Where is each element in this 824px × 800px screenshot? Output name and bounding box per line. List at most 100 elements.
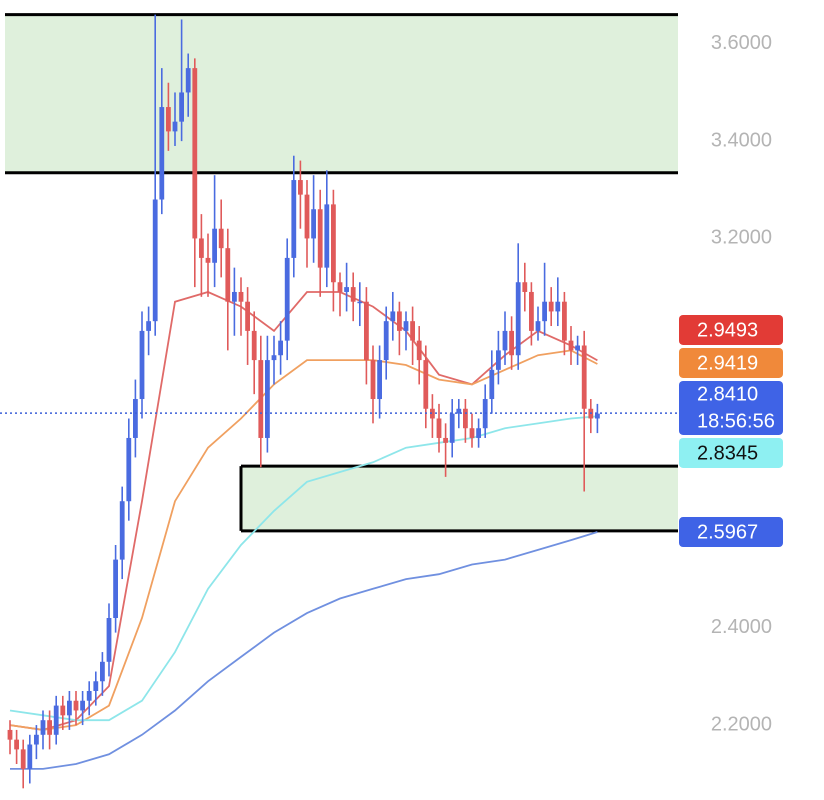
candle-body	[271, 355, 277, 361]
candle-body	[476, 428, 481, 438]
price-label: 2.8345	[679, 437, 783, 468]
candle-body	[548, 301, 554, 312]
candle-body	[119, 501, 125, 560]
y-tick-label: 2.2000	[711, 713, 772, 735]
candle-body	[20, 749, 26, 769]
candle-body	[53, 705, 59, 735]
candle-body	[199, 238, 204, 258]
candle-body	[34, 734, 39, 745]
candle-body	[298, 180, 303, 195]
candle-body	[113, 559, 118, 619]
price-label: 2.5967	[679, 517, 783, 548]
candle-body	[218, 228, 224, 249]
zone	[5, 14, 678, 173]
candle-body	[265, 360, 270, 438]
candle-body	[456, 408, 462, 414]
countdown-text: 18:56:56	[697, 410, 775, 432]
candle-body	[166, 107, 171, 132]
candle-body	[324, 204, 330, 268]
candle-body	[449, 413, 455, 443]
candle-body	[133, 399, 138, 438]
price-label-box	[679, 347, 783, 378]
candle-body	[179, 92, 184, 122]
candle-body	[416, 340, 422, 361]
candle-body	[489, 369, 495, 400]
y-tick-label: 2.4000	[711, 616, 772, 638]
candle-body	[185, 68, 191, 93]
candle-body	[562, 301, 567, 341]
candle-body	[258, 360, 264, 438]
candle-body	[139, 330, 145, 400]
price-label: 2.8410 18:56:56	[679, 380, 783, 435]
price-label: 2.9493	[679, 314, 783, 345]
candle-body	[14, 739, 19, 750]
candle-body	[443, 437, 448, 443]
candle-body	[568, 340, 574, 351]
candle-body	[364, 301, 369, 361]
candle-body	[126, 437, 132, 502]
y-tick-label: 3.2000	[711, 227, 772, 249]
candle-body	[370, 360, 376, 400]
price-label-box	[679, 314, 783, 345]
price-label-box	[679, 437, 783, 468]
candle-body	[317, 209, 323, 268]
candle-body	[423, 360, 429, 409]
candle-body	[304, 194, 310, 239]
candle-body	[146, 321, 151, 331]
price-label-text: 2.8410	[697, 383, 758, 405]
moving-average	[9, 415, 598, 722]
zone	[241, 466, 678, 531]
y-tick-label: 3.4000	[711, 129, 772, 151]
candle-body	[311, 209, 316, 239]
candle-body	[595, 413, 600, 419]
candle-body	[555, 301, 561, 312]
candle-body	[581, 345, 587, 409]
candle-body	[509, 330, 514, 356]
price-label-text: 2.9419	[697, 352, 758, 374]
candle-body	[522, 282, 528, 292]
candle-body	[100, 661, 105, 682]
price-label-text: 2.5967	[697, 521, 758, 543]
candle-body	[152, 199, 158, 322]
candle-body	[225, 248, 231, 302]
candle-body	[27, 744, 33, 769]
candle-body	[436, 418, 442, 438]
moving-average	[10, 531, 598, 770]
price-label-text: 2.9493	[697, 319, 758, 341]
price-label-text: 2.8345	[697, 442, 758, 464]
price-label-box	[679, 380, 783, 435]
price-label-box	[679, 517, 783, 548]
candle-body	[67, 700, 72, 716]
moving-average	[9, 349, 598, 731]
candle-body	[238, 291, 244, 302]
candle-body	[291, 180, 297, 258]
candle-body	[284, 257, 290, 341]
candle-body	[106, 618, 112, 662]
candle-body	[212, 228, 217, 263]
candle-body	[86, 690, 92, 701]
candle-body	[337, 282, 343, 292]
price-label: 2.9419	[679, 347, 783, 378]
candle-body	[403, 321, 409, 331]
candle-body	[350, 287, 356, 302]
candle-body	[535, 321, 541, 331]
candle-body	[575, 345, 580, 351]
candle-body	[430, 408, 435, 419]
candle-body	[529, 291, 534, 331]
y-tick-label: 3.6000	[711, 32, 772, 54]
candle-body	[60, 705, 66, 716]
candle-body	[7, 729, 13, 740]
candle-body	[93, 681, 99, 691]
candle-body	[40, 720, 46, 735]
candle-body	[192, 68, 198, 239]
candle-body	[377, 360, 382, 400]
candle-body	[80, 700, 85, 711]
candle-body	[410, 321, 415, 341]
candle-body	[515, 282, 521, 356]
candle-body	[159, 107, 165, 200]
candle-body	[496, 350, 501, 370]
candle-body	[232, 291, 237, 302]
candle-body	[73, 700, 79, 711]
candle-body	[542, 301, 547, 322]
candle-body	[47, 720, 52, 735]
